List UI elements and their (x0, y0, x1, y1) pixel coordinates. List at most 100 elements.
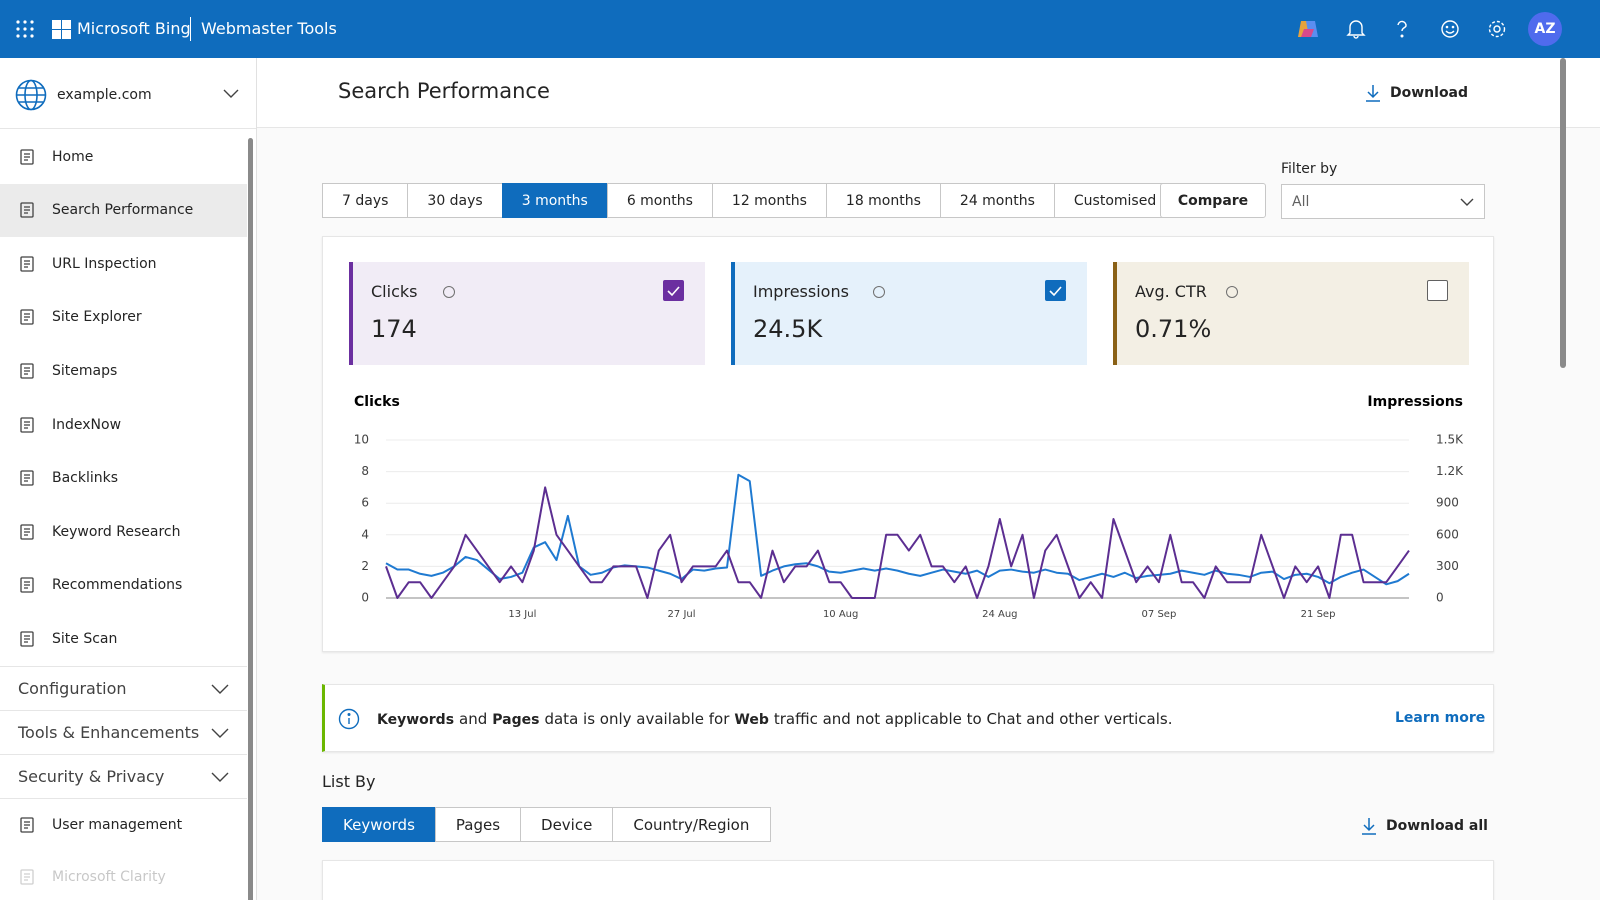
checkbox[interactable] (1427, 280, 1448, 301)
range-tab[interactable]: 18 months (826, 183, 941, 218)
app-launcher[interactable] (16, 20, 34, 38)
nav-item[interactable]: Site Scan (0, 612, 247, 665)
table-card (322, 860, 1494, 900)
y2-axis-title: Impressions (1367, 394, 1463, 410)
check (664, 281, 683, 300)
range-tab[interactable]: 24 months (940, 183, 1055, 218)
y-tick-label: 0 (361, 591, 369, 605)
check (1046, 281, 1065, 300)
chevron (1460, 198, 1474, 207)
site-name[interactable]: example.com (57, 87, 152, 103)
sidebar: example.com Home Search Performance URL In… (0, 58, 257, 900)
site-icon (15, 79, 47, 111)
notifications[interactable] (1346, 19, 1366, 39)
nav-item[interactable]: Microsoft Clarity (0, 850, 247, 900)
list-tab[interactable]: Pages (435, 807, 521, 842)
checkbox[interactable] (1045, 280, 1066, 301)
nav-item[interactable]: Sitemaps (0, 344, 247, 397)
nav-item[interactable]: Keyword Research (0, 505, 247, 558)
range-tab[interactable]: 12 months (712, 183, 827, 218)
nav-icon (18, 362, 36, 380)
list-tab[interactable]: Keywords (322, 807, 436, 842)
y-tick-label: 8 (361, 464, 369, 478)
site-dropdown[interactable] (223, 89, 239, 99)
nav-section[interactable]: Security & Privacy (0, 754, 247, 798)
y-tick-label: 6 (361, 496, 369, 510)
nav-item[interactable]: Home (0, 130, 247, 183)
metric-value: 24.5K (753, 315, 822, 343)
y2-tick-label: 1.5K (1436, 433, 1464, 447)
nav-item[interactable]: IndexNow (0, 398, 247, 451)
chevron (211, 684, 229, 694)
learn-more[interactable]: Learn more (1395, 710, 1485, 726)
nav-section[interactable]: Configuration (0, 666, 247, 710)
list-tab[interactable]: Country/Region (612, 807, 771, 842)
nav-section[interactable]: Tools & Enhancements (0, 710, 247, 754)
metric-card[interactable]: Avg. CTR0.71% (1113, 262, 1469, 365)
chart-card: ClicksImpressions024681003006009001.2K1.… (322, 236, 1494, 652)
download-icon (1365, 84, 1381, 102)
download[interactable]: Download (1390, 85, 1468, 101)
x-tick-label: 24 Aug (982, 609, 1017, 620)
nav-icon (18, 630, 36, 648)
x-tick-label: 27 Jul (668, 609, 696, 620)
feedback[interactable] (1440, 19, 1460, 39)
notice-text: KeywordsandPagesdata is only available f… (377, 710, 1178, 728)
range-tab[interactable]: 3 months (502, 183, 608, 218)
nav-item[interactable]: Backlinks (0, 452, 247, 505)
notice-part: Web (734, 712, 768, 728)
nav-label: Sitemaps (52, 363, 117, 379)
range-tabs: 7 days30 days3 months6 months12 months18… (322, 183, 1176, 218)
range-tab[interactable]: 6 months (607, 183, 713, 218)
nav-label: URL Inspection (52, 256, 157, 272)
filter-select[interactable]: All (1281, 184, 1485, 219)
filter-label: Filter by (1281, 161, 1337, 177)
compare-button[interactable]: Compare (1160, 183, 1266, 218)
nav-label: Search Performance (52, 202, 193, 218)
y-tick-label: 10 (354, 433, 369, 447)
copilot[interactable] (1296, 17, 1320, 41)
settings[interactable] (1487, 19, 1507, 39)
download-all[interactable]: Download all (1386, 818, 1488, 834)
nav-icon (18, 469, 36, 487)
nav-label: Recommendations (52, 577, 182, 593)
nav-icon (18, 868, 36, 886)
nav-item[interactable]: Site Explorer (0, 291, 247, 344)
section-label: Configuration (18, 679, 127, 698)
metric-card[interactable]: Clicks174 (349, 262, 705, 365)
nav-label: Site Explorer (52, 309, 142, 325)
metric-card[interactable]: Impressions24.5K (731, 262, 1087, 365)
x-tick-label: 13 Jul (508, 609, 536, 620)
series-line (386, 475, 1409, 585)
y2-tick-label: 900 (1436, 496, 1459, 510)
list-tabs: KeywordsPagesDeviceCountry/Region (322, 807, 771, 842)
metric-value: 174 (371, 315, 417, 343)
notice: KeywordsandPagesdata is only available f… (322, 684, 1494, 752)
nav-icon (18, 255, 36, 273)
nav-label: Microsoft Clarity (52, 869, 166, 885)
nav-icon (18, 308, 36, 326)
y-axis-title: Clicks (354, 394, 400, 410)
nav-icon (18, 201, 36, 219)
range-tab[interactable]: 30 days (407, 183, 502, 218)
nav-item[interactable]: URL Inspection (0, 237, 247, 290)
list-by-label: List By (322, 772, 376, 791)
nav-item[interactable]: Search Performance (0, 184, 247, 237)
nav-item[interactable]: Recommendations (0, 559, 247, 612)
brand: Microsoft Bing (77, 19, 191, 38)
nav-label: Home (52, 149, 93, 165)
nav-item[interactable]: User management (0, 798, 247, 851)
checkbox[interactable] (663, 280, 684, 301)
range-tab[interactable]: 7 days (322, 183, 408, 218)
nav-label: Keyword Research (52, 524, 180, 540)
avatar[interactable]: AZ (1528, 12, 1562, 46)
help[interactable] (1392, 19, 1412, 39)
list-tab[interactable]: Device (520, 807, 613, 842)
y2-tick-label: 0 (1436, 591, 1444, 605)
range-tab[interactable]: Customised (1054, 183, 1176, 218)
scrollbar (248, 138, 253, 900)
logo (52, 20, 72, 40)
nav-label: IndexNow (52, 417, 121, 433)
y-tick-label: 2 (361, 559, 369, 573)
